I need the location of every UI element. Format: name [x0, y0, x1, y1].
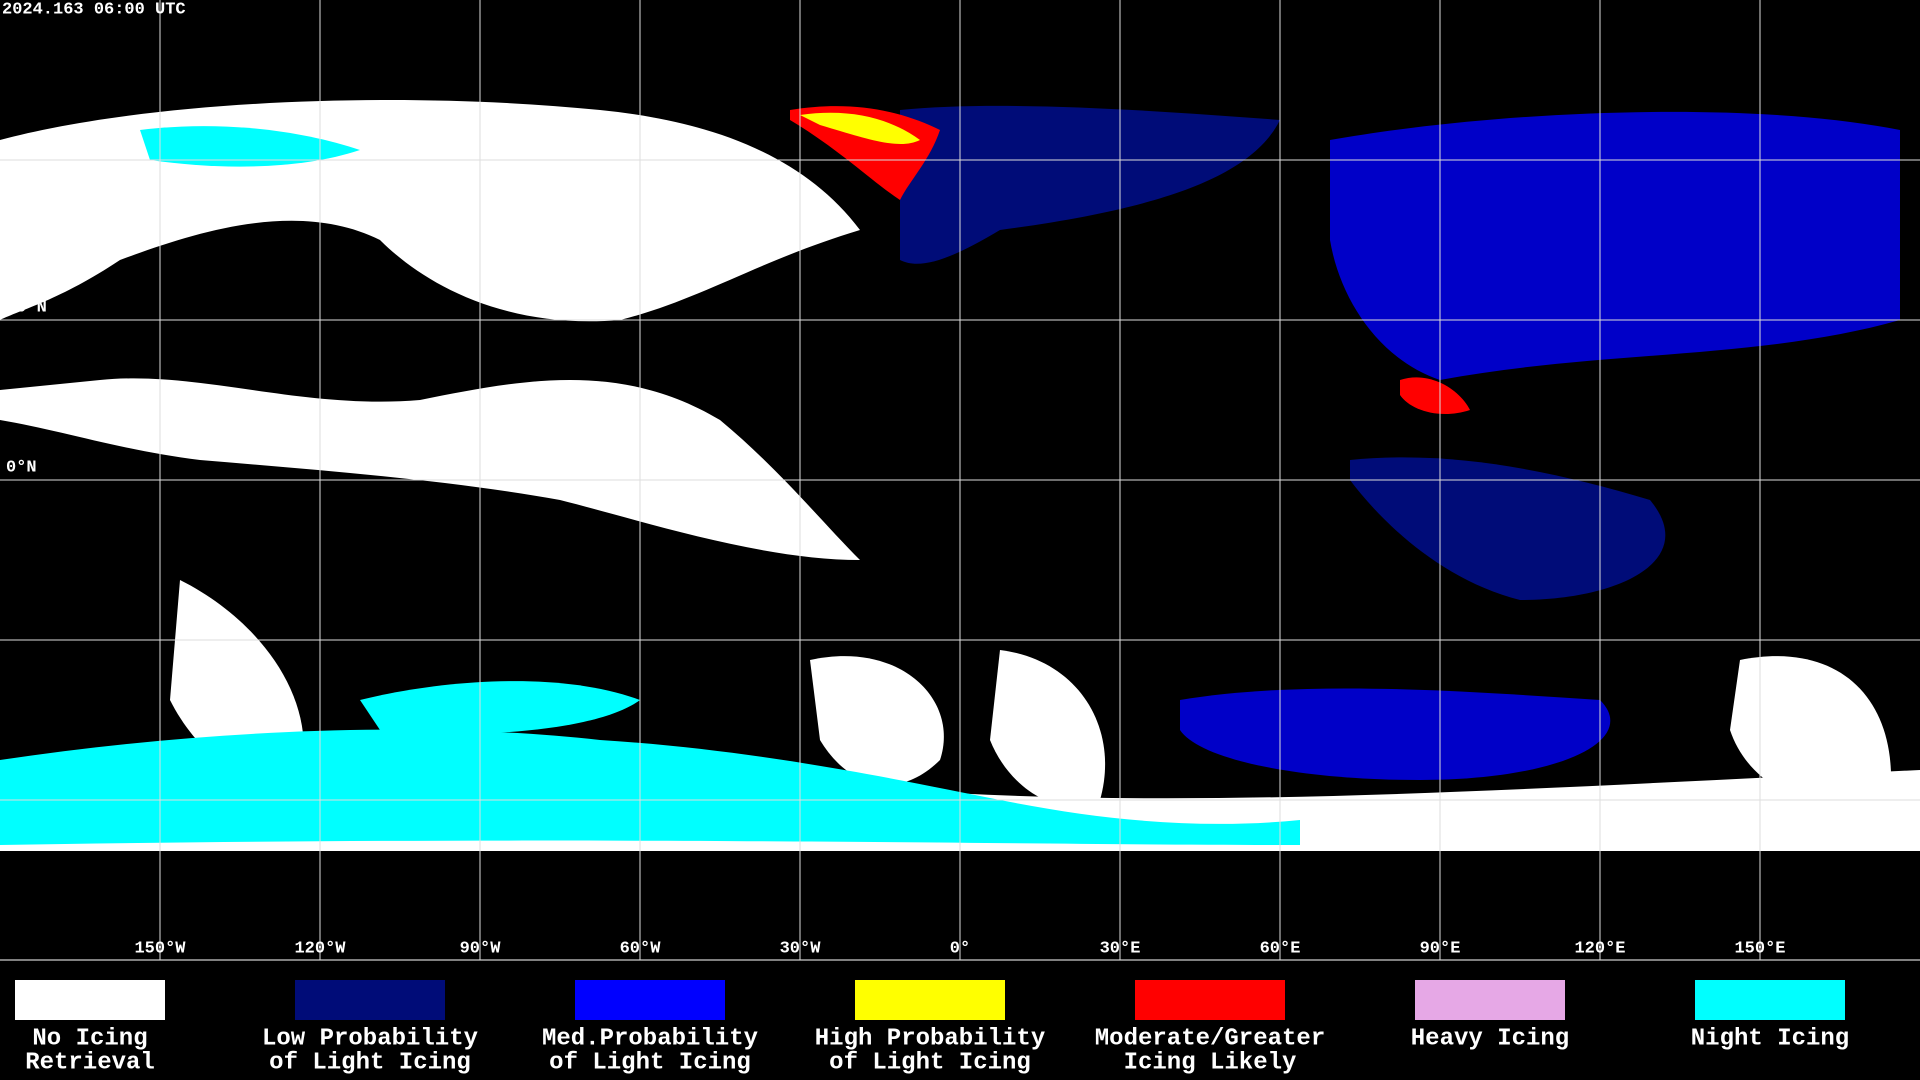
- longitude-label: 0°: [950, 939, 970, 958]
- longitude-label: 30°W: [780, 939, 822, 958]
- cloud-area: [0, 378, 860, 560]
- legend-label: of Light Icing: [269, 1049, 471, 1076]
- legend-label: of Light Icing: [829, 1049, 1031, 1076]
- legend-swatch: [1135, 980, 1285, 1020]
- cloud-area: [810, 656, 944, 785]
- legend-label: Heavy Icing: [1411, 1025, 1569, 1052]
- legend-label: Icing Likely: [1124, 1049, 1297, 1076]
- legend-swatch: [1695, 980, 1845, 1020]
- latitude-label: 0°N: [6, 458, 37, 477]
- legend-label: No Icing: [32, 1025, 147, 1052]
- longitude-label: 120°E: [1574, 939, 1625, 958]
- night-icing-area: [140, 126, 360, 167]
- longitude-label: 60°E: [1260, 939, 1301, 958]
- icing-area: [1330, 111, 1900, 381]
- longitude-label: 150°E: [1734, 939, 1785, 958]
- longitude-label: 150°W: [134, 939, 186, 958]
- night-icing-area: [0, 729, 1300, 845]
- icing-area: [1180, 688, 1611, 780]
- legend-swatch: [1415, 980, 1565, 1020]
- legend-swatch: [295, 980, 445, 1020]
- night-icing-area: [360, 681, 640, 734]
- legend-label: Low Probability: [262, 1025, 478, 1052]
- latitude-label: 60°N: [6, 138, 47, 157]
- legend-swatch: [575, 980, 725, 1020]
- longitude-label: 90°W: [460, 939, 502, 958]
- icing-area: [1350, 457, 1666, 600]
- longitude-label: 120°W: [294, 939, 346, 958]
- icing-area: [900, 105, 1280, 264]
- graticule: 150°W 120°W 90°W 60°W 30°W 0° 30°E 60°E 90°E 120°…: [0, 0, 1920, 961]
- legend-label: Med.Probability: [542, 1025, 758, 1052]
- timestamp: 2024.163 06:00 UTC: [2, 0, 186, 19]
- legend-label: High Probability: [815, 1025, 1045, 1052]
- legend-label: Retrieval: [25, 1049, 155, 1076]
- longitude-label: 30°E: [1100, 939, 1141, 958]
- cloud-area: [990, 650, 1106, 807]
- icing-area: [800, 112, 920, 145]
- icing-area: [1400, 377, 1470, 415]
- longitude-label: 60°W: [620, 939, 662, 958]
- latitude-label: 30°N: [6, 298, 47, 317]
- legend-label: of Light Icing: [549, 1049, 751, 1076]
- longitude-label: 90°E: [1420, 939, 1461, 958]
- legend-swatch: [855, 980, 1005, 1020]
- cloud-area: [1730, 656, 1892, 807]
- legend-swatch: [15, 980, 165, 1020]
- legend-label: Moderate/Greater: [1095, 1025, 1325, 1052]
- legend-label: Night Icing: [1691, 1025, 1849, 1052]
